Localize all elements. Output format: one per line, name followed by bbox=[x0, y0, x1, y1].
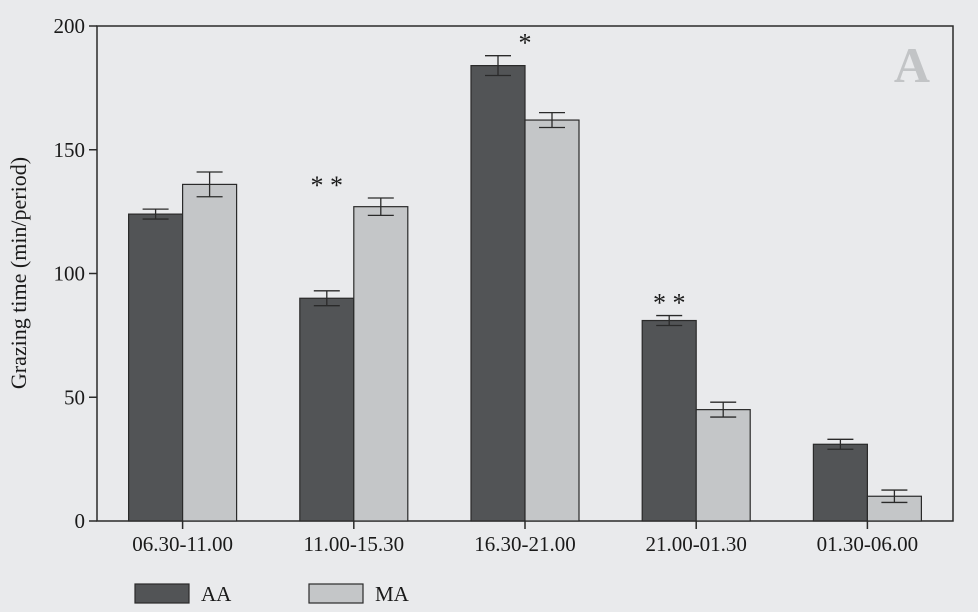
bar-ma bbox=[524, 119, 580, 522]
legend: AA MA bbox=[134, 582, 410, 606]
legend-label-ma: MA bbox=[375, 582, 410, 606]
legend-swatch-aa bbox=[134, 583, 190, 604]
x-tick-label: 11.00-15.30 bbox=[303, 532, 404, 556]
significance-marker: * * bbox=[311, 171, 344, 200]
x-axis: 06.30-11.00 11.00-15.30 16.30-21.00 21.00-0… bbox=[132, 521, 918, 556]
y-axis-label: Grazing time (min/period) bbox=[6, 157, 31, 389]
x-tick-label: 01.30-06.00 bbox=[817, 532, 919, 556]
bar-aa bbox=[641, 319, 697, 522]
panel-label: A bbox=[894, 37, 930, 93]
bar-ma bbox=[353, 206, 409, 522]
y-tick-label: 200 bbox=[54, 14, 86, 38]
y-tick-label: 0 bbox=[75, 509, 86, 533]
significance-marker: * bbox=[519, 29, 532, 58]
significance-marker: * * bbox=[653, 289, 686, 318]
significance-markers: * * * * * bbox=[311, 29, 686, 318]
legend-swatch-ma bbox=[308, 583, 364, 604]
y-axis: 0 50 100 150 200 bbox=[54, 14, 97, 533]
x-tick-label: 06.30-11.00 bbox=[132, 532, 233, 556]
legend-label-aa: AA bbox=[201, 582, 232, 606]
y-tick-label: 50 bbox=[64, 385, 85, 409]
bar-ma bbox=[182, 183, 238, 522]
bar-aa bbox=[812, 443, 869, 522]
bar-aa bbox=[470, 64, 526, 522]
bar-aa bbox=[128, 213, 184, 522]
x-tick-label: 16.30-21.00 bbox=[474, 532, 576, 556]
bar-ma bbox=[695, 409, 751, 522]
bar-aa bbox=[299, 297, 355, 522]
x-tick-label: 21.00-01.30 bbox=[645, 532, 747, 556]
y-tick-label: 100 bbox=[54, 262, 86, 286]
y-tick-label: 150 bbox=[54, 138, 86, 162]
bars bbox=[128, 55, 923, 522]
